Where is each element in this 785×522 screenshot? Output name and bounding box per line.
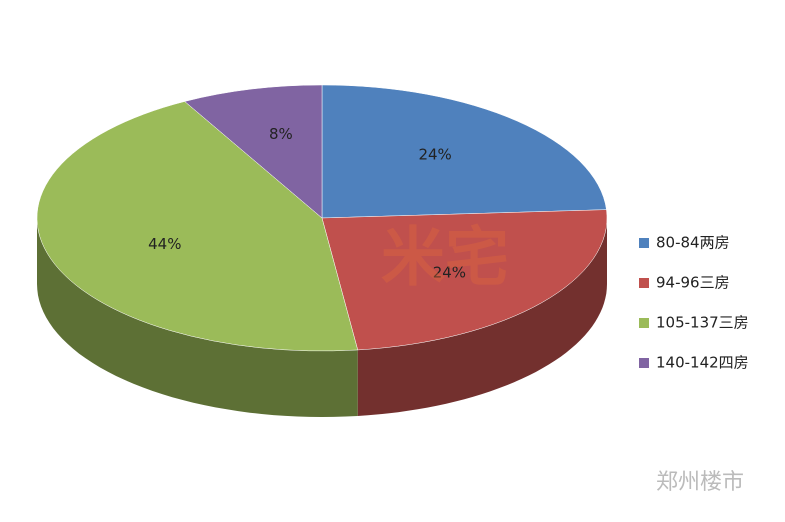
data-label: 24% bbox=[433, 264, 466, 282]
watermark-source: 郑州楼市 bbox=[656, 470, 744, 495]
legend-label: 80-84两房 bbox=[656, 234, 730, 252]
legend-swatch bbox=[639, 358, 649, 368]
slice bbox=[36, 101, 359, 352]
slice bbox=[321, 84, 607, 219]
slice-side bbox=[357, 218, 607, 416]
data-label: 24% bbox=[418, 145, 451, 163]
legend-label: 105-137三房 bbox=[656, 314, 749, 332]
legend-label: 140-142四房 bbox=[656, 354, 749, 372]
data-label: 8% bbox=[269, 125, 293, 143]
slice bbox=[321, 209, 608, 351]
legend-swatch bbox=[639, 318, 649, 328]
legend-label: 94-96三房 bbox=[656, 274, 730, 292]
legend-swatch bbox=[639, 278, 649, 288]
slice bbox=[184, 84, 323, 219]
slice-side bbox=[37, 218, 358, 417]
legend-swatch bbox=[639, 238, 649, 248]
pie: 24% 24% 44% 8% 80-84两房 94-96三房 105-137三房 140-14… bbox=[36, 84, 749, 417]
data-label: 44% bbox=[148, 235, 181, 253]
watermark-logo: 米宅 bbox=[381, 222, 509, 296]
